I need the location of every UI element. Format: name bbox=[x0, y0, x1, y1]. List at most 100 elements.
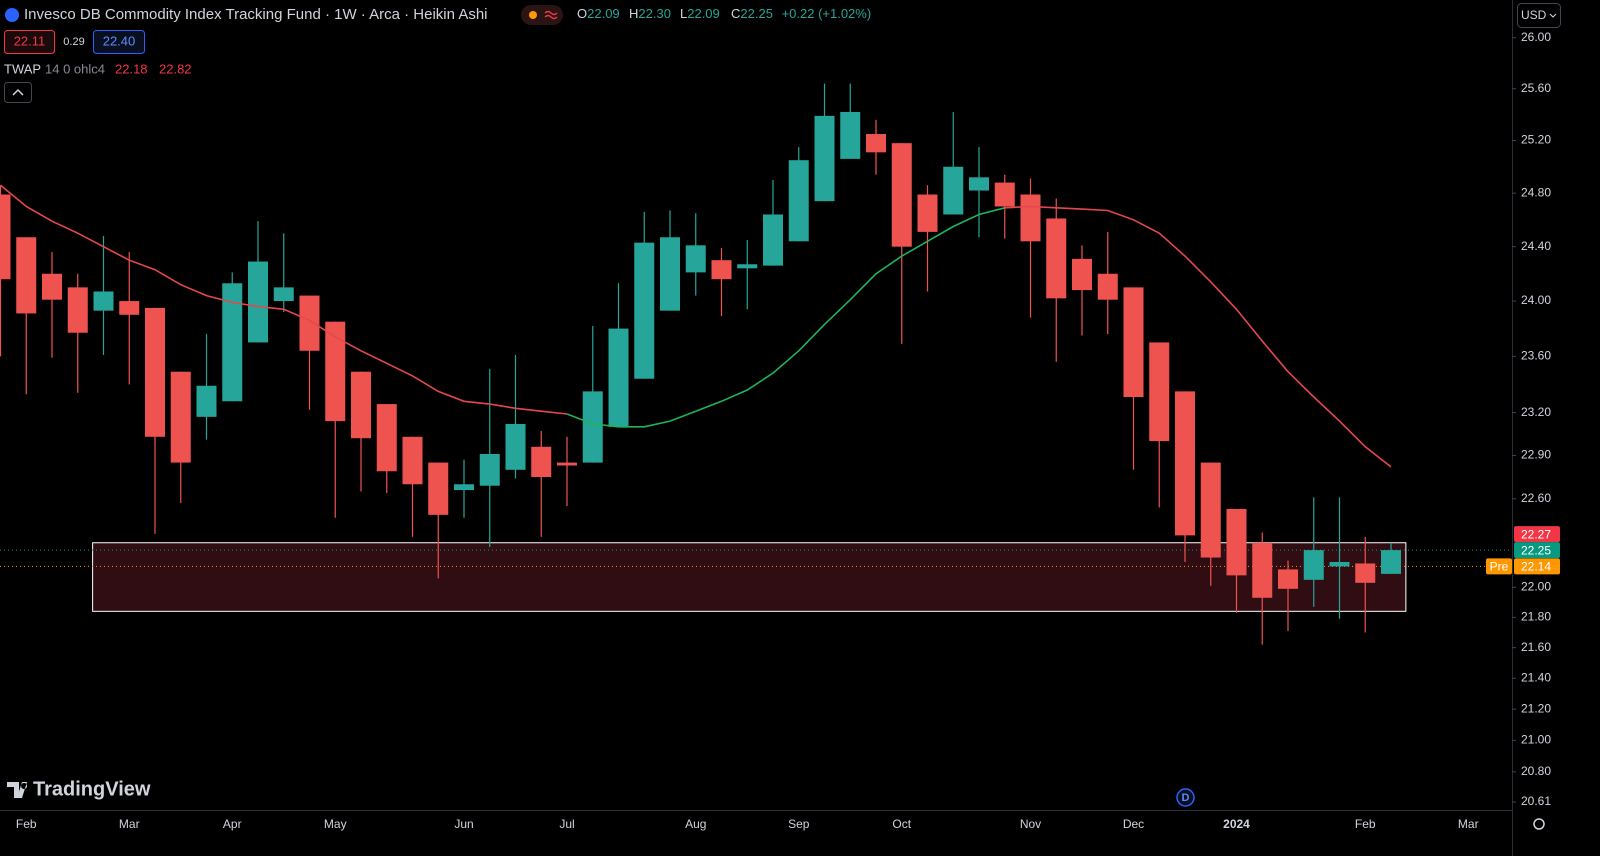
settings-icon[interactable] bbox=[1533, 818, 1545, 830]
candle-body bbox=[660, 237, 680, 311]
x-tick-label: Sep bbox=[788, 817, 810, 831]
x-tick-label: Jul bbox=[559, 817, 574, 831]
candle-body bbox=[763, 214, 783, 266]
x-tick-label: Feb bbox=[1355, 817, 1376, 831]
indicator-line bbox=[0, 184, 1392, 468]
y-tick-label: 21.00 bbox=[1521, 733, 1551, 747]
x-tick-label: Jun bbox=[454, 817, 473, 831]
candle-body bbox=[1175, 391, 1195, 536]
x-tick-label: 2024 bbox=[1223, 817, 1250, 831]
candle-body bbox=[1097, 273, 1118, 300]
candle-body bbox=[582, 391, 603, 463]
candle-body bbox=[1303, 550, 1324, 580]
candle-body bbox=[788, 160, 809, 242]
y-tick-label: 25.60 bbox=[1521, 81, 1551, 95]
x-tick-label: Oct bbox=[892, 817, 911, 831]
candle-body bbox=[479, 453, 500, 486]
candle-body bbox=[891, 143, 912, 247]
candle-body bbox=[711, 260, 732, 280]
y-tick-label: 25.20 bbox=[1521, 133, 1551, 147]
candle-body bbox=[1226, 508, 1247, 576]
ask-price: 22.40 bbox=[103, 33, 136, 48]
candle-body bbox=[531, 446, 552, 478]
candle-body bbox=[196, 385, 217, 417]
y-tick-label: 22.90 bbox=[1521, 448, 1551, 462]
y-tick-label: 26.00 bbox=[1521, 30, 1551, 44]
candle-body bbox=[67, 287, 88, 333]
event-marker[interactable] bbox=[1176, 788, 1195, 807]
candle-body bbox=[42, 273, 62, 300]
ohlc-value: 22.30 bbox=[638, 6, 671, 21]
x-tick-label: Mar bbox=[1458, 817, 1479, 831]
candle-body bbox=[1200, 462, 1221, 558]
candle-body bbox=[969, 177, 989, 191]
candle-body bbox=[376, 404, 397, 472]
spread: 0.29 bbox=[63, 36, 84, 48]
indicator-value: 22.82 bbox=[159, 61, 192, 76]
y-tick-label: 24.00 bbox=[1521, 293, 1551, 307]
candle-body bbox=[351, 371, 371, 439]
candle-body bbox=[325, 321, 346, 422]
x-tick-label: May bbox=[324, 817, 347, 831]
price-tag bbox=[1514, 526, 1560, 543]
collapse-button[interactable] bbox=[4, 82, 32, 103]
x-tick-label: Feb bbox=[16, 817, 37, 831]
candle-body bbox=[866, 134, 886, 153]
candle-body bbox=[1020, 194, 1041, 242]
y-tick-label: 22.00 bbox=[1521, 579, 1551, 593]
candle-body bbox=[454, 484, 474, 491]
y-tick-label: 20.80 bbox=[1521, 764, 1551, 778]
candle-body bbox=[917, 194, 938, 232]
y-tick-label: 21.20 bbox=[1521, 701, 1551, 715]
y-tick-label: 24.40 bbox=[1521, 239, 1551, 253]
x-tick-label: Nov bbox=[1020, 817, 1041, 831]
indicator-name[interactable]: TWAP bbox=[4, 61, 41, 76]
candle-body bbox=[814, 115, 835, 202]
ohlc-label: O bbox=[577, 6, 587, 21]
ohlc-value: 22.09 bbox=[587, 6, 620, 21]
candle-body bbox=[0, 194, 11, 280]
ohlc-legend: O22.09 H22.30 L22.09 C22.25 +0.22 (+1.02… bbox=[577, 6, 871, 21]
status-badge[interactable] bbox=[521, 5, 563, 25]
bid-button[interactable] bbox=[4, 30, 55, 54]
currency-label: USD bbox=[1521, 8, 1547, 22]
candle-body bbox=[248, 261, 268, 343]
candle-body bbox=[557, 462, 577, 466]
currency-button[interactable] bbox=[1517, 3, 1561, 28]
x-tick-label: Dec bbox=[1123, 817, 1144, 831]
candle-body bbox=[16, 237, 37, 314]
candle-body bbox=[994, 182, 1015, 207]
candle-body bbox=[1278, 569, 1298, 589]
market-status-icon bbox=[529, 11, 537, 19]
y-tick-label: 21.80 bbox=[1521, 610, 1551, 624]
price-tag-label: 22.25 bbox=[1521, 543, 1551, 557]
candle-body bbox=[1252, 542, 1273, 598]
plot-area bbox=[0, 83, 1512, 645]
y-tick-label: 21.60 bbox=[1521, 640, 1551, 654]
indicator-params: 14 0 ohlc4 bbox=[45, 61, 105, 76]
ohlc-label: C bbox=[731, 6, 740, 21]
candle-body bbox=[1355, 563, 1376, 583]
y-tick-label: 23.20 bbox=[1521, 405, 1551, 419]
brand-logo bbox=[7, 782, 28, 798]
x-tick-label: Mar bbox=[119, 817, 140, 831]
y-tick-label: 20.61 bbox=[1521, 794, 1551, 808]
x-tick-label: Aug bbox=[685, 817, 706, 831]
y-tick-label: 23.60 bbox=[1521, 349, 1551, 363]
ohlc-value: 22.09 bbox=[687, 6, 720, 21]
price-tag-label: 22.27 bbox=[1521, 527, 1551, 541]
y-tick-label: 21.40 bbox=[1521, 670, 1551, 684]
ask-button[interactable] bbox=[93, 30, 145, 54]
candle-body bbox=[505, 423, 526, 470]
symbol-icon bbox=[5, 8, 19, 22]
price-tag bbox=[1514, 558, 1560, 575]
chart-title: Invesco DB Commodity Index Tracking Fund… bbox=[24, 6, 488, 23]
price-zone bbox=[92, 542, 1407, 612]
bid-price: 22.11 bbox=[14, 33, 46, 48]
candle-body bbox=[402, 436, 423, 485]
price-tag bbox=[1514, 542, 1560, 559]
indicator-line bbox=[566, 207, 1006, 428]
candle-body bbox=[273, 287, 294, 302]
